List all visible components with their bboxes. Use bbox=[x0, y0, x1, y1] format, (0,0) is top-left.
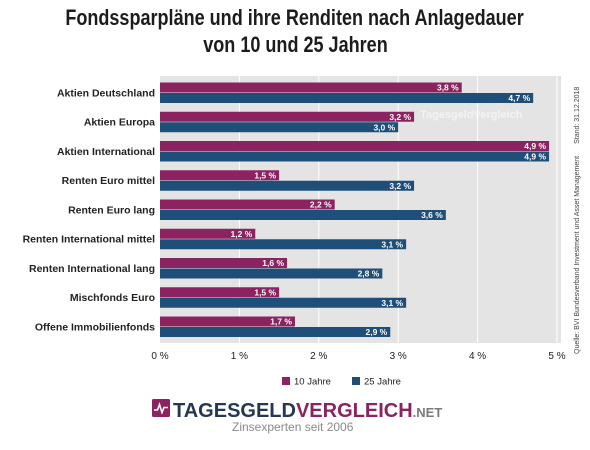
value-label-25-jahre-renten-euro-mittel: 3,2 % bbox=[389, 181, 411, 191]
bar-25-jahre-aktien-international bbox=[160, 151, 550, 162]
value-label-25-jahre-renten-international-lang: 2,8 % bbox=[358, 269, 380, 279]
category-label-aktien-deutschland: Aktien Deutschland bbox=[57, 87, 155, 99]
x-tick-label-5: 5 % bbox=[548, 351, 565, 362]
source-note: Quelle: BVI Bundesverband Investment und… bbox=[574, 87, 581, 354]
category-label-renten-international-lang: Renten International lang bbox=[29, 263, 155, 275]
bar-10-jahre-renten-international-mittel bbox=[160, 228, 256, 239]
legend-swatch-25-jahre bbox=[352, 377, 360, 385]
value-label-10-jahre-renten-euro-mittel: 1,5 % bbox=[254, 170, 276, 180]
legend-label-10-jahre: 10 Jahre bbox=[294, 377, 331, 388]
category-label-mischfonds-euro: Mischfonds Euro bbox=[70, 292, 155, 304]
logo-tagline: Zinsexperten seit 2006 bbox=[232, 420, 354, 434]
x-tick-label-4: 4 % bbox=[469, 351, 486, 362]
source-stand: Stand: 31.12.2018 bbox=[574, 87, 581, 144]
bar-10-jahre-renten-international-lang bbox=[160, 258, 288, 268]
bar-25-jahre-renten-euro-mittel bbox=[160, 180, 415, 191]
bar-25-jahre-renten-euro-lang bbox=[160, 210, 446, 220]
bar-25-jahre-renten-international-lang bbox=[160, 268, 383, 279]
category-label-renten-euro-lang: Renten Euro lang bbox=[68, 204, 155, 216]
value-label-25-jahre-mischfonds-euro: 3,1 % bbox=[381, 298, 403, 308]
bar-10-jahre-aktien-deutschland bbox=[160, 82, 462, 93]
bar-10-jahre-aktien-europa bbox=[160, 111, 415, 122]
bar-25-jahre-offene-immobilienfonds bbox=[160, 327, 391, 337]
value-label-25-jahre-aktien-deutschland: 4,7 % bbox=[508, 93, 530, 103]
category-label-offene-immobilienfonds: Offene Immobilienfonds bbox=[35, 321, 155, 333]
category-label-renten-euro-mittel: Renten Euro mittel bbox=[62, 175, 155, 187]
value-label-25-jahre-renten-euro-lang: 3,6 % bbox=[421, 210, 443, 220]
heartbeat-chart-icon bbox=[152, 399, 170, 417]
bar-10-jahre-mischfonds-euro bbox=[160, 287, 280, 298]
value-label-25-jahre-offene-immobilienfonds: 2,9 % bbox=[366, 327, 388, 337]
x-tick-label-3: 3 % bbox=[390, 351, 407, 362]
watermark-logo: TagesgeldVergleich bbox=[420, 109, 523, 121]
category-label-aktien-international: Aktien International bbox=[57, 146, 155, 158]
value-label-10-jahre-offene-immobilienfonds: 1,7 % bbox=[270, 317, 292, 327]
value-label-25-jahre-aktien-international: 4,9 % bbox=[524, 152, 546, 162]
x-tick-label-1: 1 % bbox=[231, 351, 248, 362]
chart-title: Fondssparpläne und ihre Renditen nach An… bbox=[0, 4, 590, 58]
source-quelle: Quelle: BVI Bundesverband Investment und… bbox=[574, 156, 581, 354]
value-label-10-jahre-aktien-europa: 3,2 % bbox=[389, 112, 411, 122]
bar-10-jahre-renten-euro-mittel bbox=[160, 170, 280, 181]
bar-chart: 0 % 1 % 2 % 3 % 4 % 5 % TagesgeldVergleich Akti… bbox=[23, 76, 581, 388]
value-label-10-jahre-renten-international-lang: 1,6 % bbox=[262, 258, 284, 268]
value-label-25-jahre-aktien-europa: 3,0 % bbox=[373, 122, 395, 132]
value-label-25-jahre-renten-international-mittel: 3,1 % bbox=[381, 239, 403, 249]
bar-10-jahre-offene-immobilienfonds bbox=[160, 316, 295, 327]
logo-word-vergleich: VERGLEICH bbox=[295, 400, 413, 422]
x-tick-label-0: 0 % bbox=[151, 351, 168, 362]
category-label-aktien-europa: Aktien Europa bbox=[84, 117, 155, 129]
bar-10-jahre-aktien-international bbox=[160, 141, 550, 151]
value-label-10-jahre-mischfonds-euro: 1,5 % bbox=[254, 287, 276, 297]
chart-title-line-2: von 10 und 25 Jahren bbox=[202, 32, 388, 57]
legend-label-25-jahre: 25 Jahre bbox=[364, 377, 401, 388]
bar-10-jahre-renten-euro-lang bbox=[160, 199, 335, 210]
bar-25-jahre-aktien-europa bbox=[160, 122, 399, 133]
x-tick-label-2: 2 % bbox=[310, 351, 327, 362]
chart-title-line-1: Fondssparpläne und ihre Renditen nach An… bbox=[65, 5, 525, 30]
category-label-renten-international-mittel: Renten International mittel bbox=[23, 234, 156, 246]
value-label-10-jahre-renten-euro-lang: 2,2 % bbox=[310, 200, 332, 210]
logo-word-tagesgeld: TAGESGELD bbox=[173, 400, 296, 422]
bar-25-jahre-aktien-deutschland bbox=[160, 93, 534, 103]
bar-25-jahre-mischfonds-euro bbox=[160, 297, 407, 308]
bar-25-jahre-renten-international-mittel bbox=[160, 239, 407, 250]
legend-swatch-10-jahre bbox=[282, 377, 290, 385]
value-label-10-jahre-renten-international-mittel: 1,2 % bbox=[231, 229, 253, 239]
logo-suffix-net: .NET bbox=[412, 405, 443, 420]
value-label-10-jahre-aktien-deutschland: 3,8 % bbox=[437, 83, 459, 93]
value-label-10-jahre-aktien-international: 4,9 % bbox=[524, 141, 546, 151]
brand-logo: TAGESGELD VERGLEICH .NET bbox=[152, 399, 443, 422]
